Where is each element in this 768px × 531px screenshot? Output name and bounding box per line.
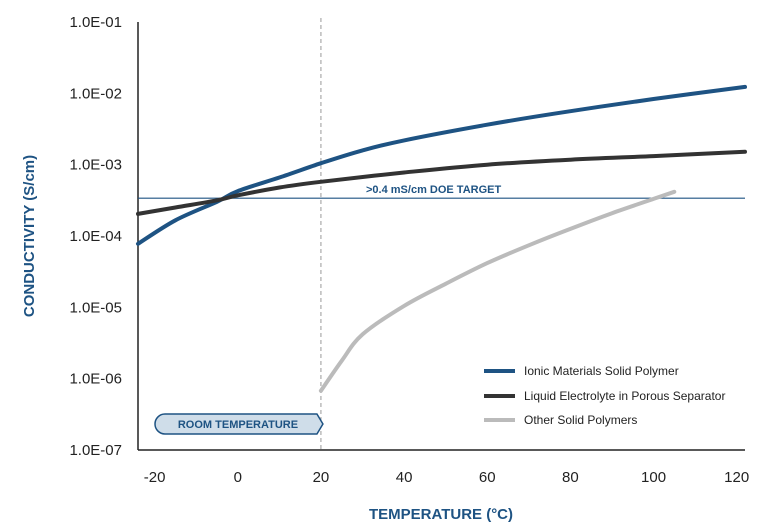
room-temperature-badge-shape [154,413,324,435]
x-tick-label: 120 [724,469,749,486]
y-tick-label: 1.0E-04 [69,228,122,245]
y-tick-label: 1.0E-05 [69,299,122,316]
x-axis-title: TEMPERATURE (°C) [369,506,513,523]
y-tick-label: 1.0E-07 [69,442,122,459]
legend-label-liquid: Liquid Electrolyte in Porous Separator [524,389,725,403]
x-tick-label: 20 [313,469,330,486]
y-tick-label: 1.0E-06 [69,371,122,388]
x-tick-label: 60 [479,469,496,486]
annotations: >0.4 mS/cm DOE TARGET ROOM TEMPERATURE [138,18,745,450]
y-tick-labels: 1.0E-07 1.0E-06 1.0E-05 1.0E-04 1.0E-03 1.0E-… [69,14,122,459]
doe-target-label: >0.4 mS/cm DOE TARGET [366,184,501,196]
series-line-other [318,189,677,393]
legend-label-ionic: Ionic Materials Solid Polymer [524,364,679,378]
y-tick-label: 1.0E-01 [69,14,122,31]
axes [137,22,745,451]
series-line-liquid [136,149,747,216]
room-temperature-label: ROOM TEMPERATURE [178,419,298,431]
legend-label-other: Other Solid Polymers [524,413,637,427]
y-tick-label: 1.0E-03 [69,157,122,174]
x-tick-label: -20 [144,469,166,486]
x-tick-label: 80 [562,469,579,486]
x-tick-label: 100 [641,469,666,486]
y-tick-label: 1.0E-02 [69,85,122,102]
legend: Ionic Materials Solid Polymer Liquid Ele… [484,364,725,427]
x-tick-labels: -20 0 20 40 60 80 100 120 [144,469,749,486]
series-line-ionic [136,84,747,246]
x-tick-label: 40 [396,469,413,486]
series-lines [136,84,747,393]
x-tick-label: 0 [234,469,242,486]
y-axis-title: CONDUCTIVITY (S/cm) [21,155,38,317]
room-temperature-badge: ROOM TEMPERATURE [154,413,324,435]
